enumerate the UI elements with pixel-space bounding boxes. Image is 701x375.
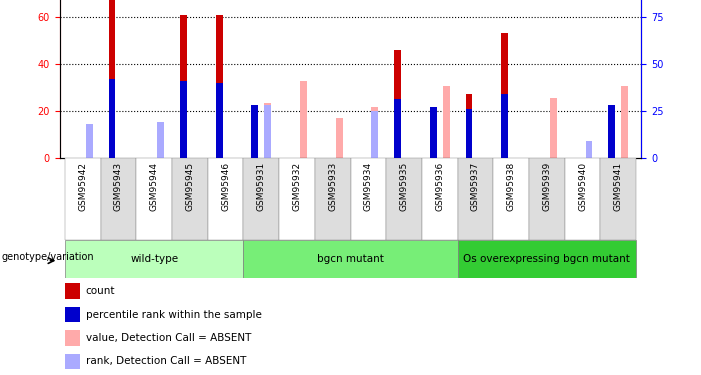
Bar	[65, 307, 80, 322]
Bar	[65, 158, 101, 240]
Text: GSM95941: GSM95941	[613, 162, 622, 211]
Bar	[300, 81, 307, 158]
Bar	[172, 158, 207, 240]
Text: genotype/variation: genotype/variation	[1, 252, 94, 262]
Text: GSM95939: GSM95939	[543, 162, 551, 211]
Text: GSM95942: GSM95942	[79, 162, 88, 211]
Bar	[465, 94, 472, 158]
Bar	[585, 141, 592, 158]
Bar	[621, 86, 628, 158]
Bar	[243, 158, 279, 240]
Bar	[529, 158, 565, 240]
Bar	[608, 105, 615, 158]
Bar	[86, 129, 93, 158]
Bar	[550, 98, 557, 158]
Text: GSM95937: GSM95937	[471, 162, 480, 211]
Bar	[501, 94, 508, 158]
Text: count: count	[86, 286, 115, 296]
Text: GSM95931: GSM95931	[257, 162, 266, 211]
Bar	[600, 158, 636, 240]
Text: GSM95940: GSM95940	[578, 162, 587, 211]
Bar	[372, 111, 379, 158]
Text: GSM95934: GSM95934	[364, 162, 373, 211]
Bar	[501, 33, 508, 158]
Bar	[458, 240, 636, 278]
Bar	[180, 15, 187, 158]
Bar	[465, 109, 472, 158]
Bar	[216, 15, 223, 158]
Bar	[180, 81, 187, 158]
Text: GSM95943: GSM95943	[114, 162, 123, 211]
Bar	[279, 158, 315, 240]
Bar	[252, 105, 258, 158]
Bar	[443, 86, 449, 158]
Text: wild-type: wild-type	[130, 254, 178, 264]
Text: GSM95945: GSM95945	[185, 162, 194, 211]
Bar	[136, 158, 172, 240]
Bar	[386, 158, 422, 240]
Bar	[65, 354, 80, 369]
Bar	[157, 126, 164, 158]
Text: rank, Detection Call = ABSENT: rank, Detection Call = ABSENT	[86, 356, 246, 366]
Text: Os overexpressing bgcn mutant: Os overexpressing bgcn mutant	[463, 254, 630, 264]
Bar	[264, 105, 271, 158]
Text: GSM95946: GSM95946	[221, 162, 230, 211]
Bar	[372, 107, 379, 158]
Text: percentile rank within the sample: percentile rank within the sample	[86, 309, 261, 320]
Bar	[65, 330, 80, 346]
Text: bgcn mutant: bgcn mutant	[317, 254, 384, 264]
Bar	[336, 118, 343, 158]
Bar	[315, 158, 350, 240]
Bar	[109, 0, 116, 158]
Bar	[565, 158, 600, 240]
Bar	[86, 124, 93, 158]
Text: GSM95936: GSM95936	[435, 162, 444, 211]
Bar	[394, 99, 401, 158]
Text: GSM95933: GSM95933	[328, 162, 337, 211]
Text: value, Detection Call = ABSENT: value, Detection Call = ABSENT	[86, 333, 251, 343]
Bar	[65, 240, 243, 278]
Text: GSM95938: GSM95938	[507, 162, 516, 211]
Bar	[494, 158, 529, 240]
Bar	[101, 158, 136, 240]
Bar	[430, 107, 437, 158]
Bar	[264, 103, 271, 158]
Bar	[243, 240, 458, 278]
Bar	[109, 79, 116, 158]
Bar	[458, 158, 494, 240]
Bar	[350, 158, 386, 240]
Text: GSM95944: GSM95944	[150, 162, 158, 211]
Bar	[157, 122, 164, 158]
Bar	[394, 50, 401, 158]
Text: GSM95935: GSM95935	[400, 162, 409, 211]
Text: GSM95932: GSM95932	[292, 162, 301, 211]
Bar	[422, 158, 458, 240]
Bar	[65, 284, 80, 299]
Bar	[207, 158, 243, 240]
Bar	[216, 82, 223, 158]
